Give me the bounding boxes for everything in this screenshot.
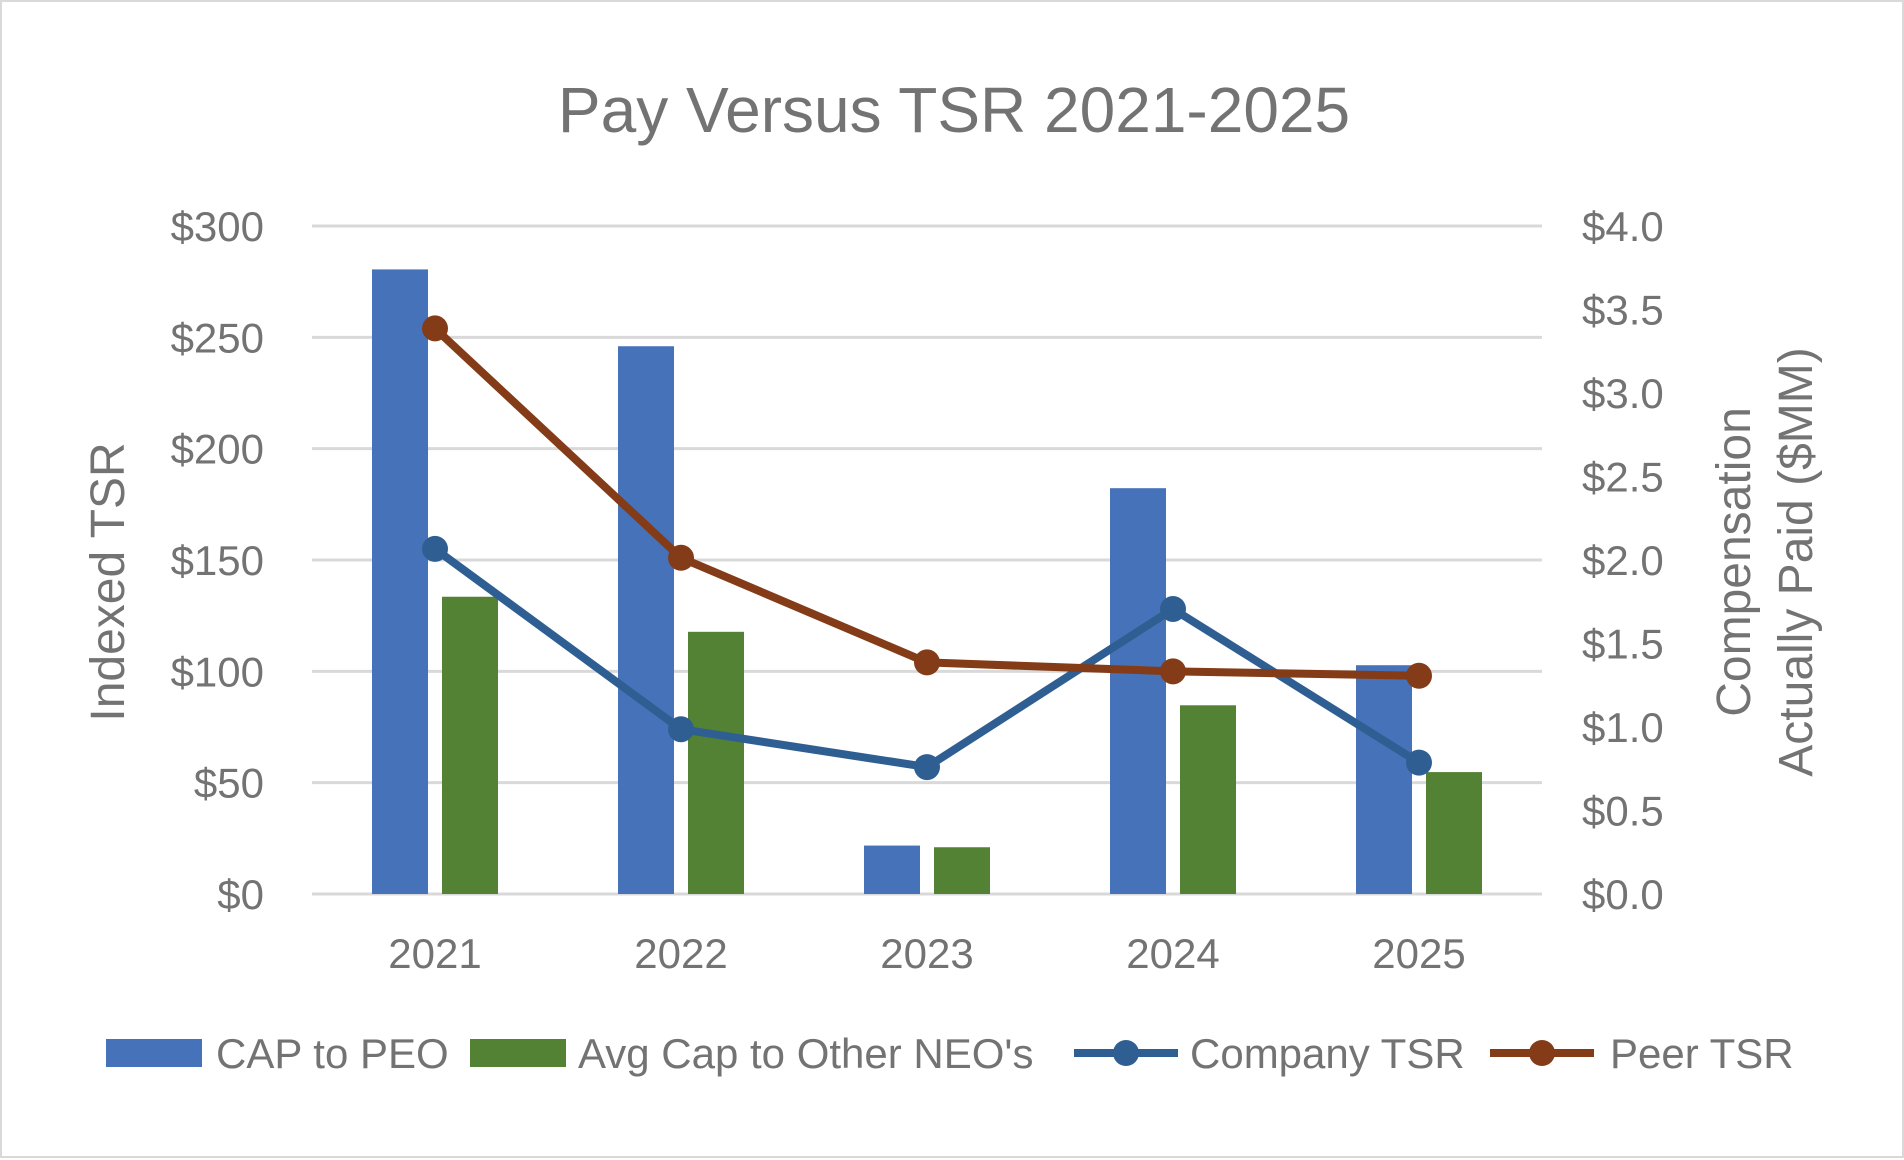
point-peer-tsr-2022 [668, 544, 694, 571]
legend-marker-company-tsr [1113, 1040, 1139, 1066]
bar-cap-to-peo-2025 [1356, 665, 1412, 894]
right-axis-title-line-1: Compensation [1708, 407, 1761, 717]
chart-title: Pay Versus TSR 2021-2025 [558, 74, 1350, 146]
point-company-tsr-2024 [1160, 595, 1186, 622]
point-company-tsr-2022 [668, 716, 694, 743]
right-tick-label: $4.0 [1582, 203, 1664, 250]
legend-label-cap-to-peo: CAP to PEO [216, 1030, 449, 1077]
point-peer-tsr-2021 [422, 315, 448, 342]
right-tick-label: $0.5 [1582, 788, 1664, 835]
point-company-tsr-2023 [914, 754, 940, 781]
legend-swatch-avg-cap-other-neos [470, 1039, 566, 1067]
bar-avg-cap-to-other-neo-s-2021 [442, 596, 498, 894]
right-tick-label: $2.0 [1582, 537, 1664, 584]
bar-cap-to-peo-2023 [864, 845, 920, 894]
right-tick-label: $1.5 [1582, 621, 1664, 668]
point-peer-tsr-2024 [1160, 658, 1186, 685]
bar-avg-cap-to-other-neo-s-2024 [1180, 705, 1236, 894]
point-company-tsr-2025 [1406, 749, 1432, 776]
x-tick-label: 2022 [634, 930, 727, 977]
bar-avg-cap-to-other-neo-s-2023 [934, 847, 990, 894]
x-tick-label: 2024 [1126, 930, 1219, 977]
bars [372, 269, 1482, 894]
legend-swatch-cap-to-peo [106, 1039, 202, 1067]
left-tick-label: $100 [171, 648, 264, 695]
bar-cap-to-peo-2022 [618, 346, 674, 894]
legend-label-avg-cap-other-neos: Avg Cap to Other NEO's [578, 1030, 1033, 1077]
x-axis-ticks: 2021 2022 2023 2024 2025 [388, 930, 1465, 977]
bar-cap-to-peo-2021 [372, 269, 428, 894]
right-axis-title-line-2: Actually Paid ($MM) [1770, 347, 1823, 776]
left-axis-title: Indexed TSR [82, 442, 135, 721]
point-company-tsr-2021 [422, 535, 448, 562]
legend-label-peer-tsr: Peer TSR [1610, 1030, 1794, 1077]
x-tick-label: 2025 [1372, 930, 1465, 977]
line-peer-tsr [431, 324, 1423, 680]
left-tick-label: $200 [171, 426, 264, 473]
right-tick-label: $3.5 [1582, 287, 1664, 334]
point-peer-tsr-2023 [914, 649, 940, 676]
right-tick-label: $3.0 [1582, 370, 1664, 417]
left-tick-label: $50 [194, 760, 264, 807]
legend-marker-peer-tsr [1529, 1040, 1555, 1066]
left-tick-label: $300 [171, 203, 264, 250]
right-tick-label: $1.0 [1582, 704, 1664, 751]
x-tick-label: 2023 [880, 930, 973, 977]
lines [422, 315, 1432, 781]
bar-cap-to-peo-2024 [1110, 488, 1166, 894]
x-tick-label: 2021 [388, 930, 481, 977]
legend: CAP to PEO Avg Cap to Other NEO's Compan… [106, 1030, 1794, 1077]
left-tick-label: $0 [217, 871, 264, 918]
left-tick-label: $250 [171, 314, 264, 361]
legend-label-company-tsr: Company TSR [1190, 1030, 1465, 1077]
left-axis-ticks: $0 $50 $100 $150 $200 $250 $300 [171, 203, 264, 918]
right-tick-label: $2.5 [1582, 454, 1664, 501]
bar-avg-cap-to-other-neo-s-2022 [688, 631, 744, 894]
right-axis-ticks: $0.0 $0.5 $1.0 $1.5 $2.0 $2.5 $3.0 $3.5 $4.0 [1582, 203, 1664, 918]
point-peer-tsr-2025 [1406, 662, 1432, 689]
right-tick-label: $0.0 [1582, 871, 1664, 918]
bar-avg-cap-to-other-neo-s-2025 [1426, 772, 1482, 894]
left-tick-label: $150 [171, 537, 264, 584]
